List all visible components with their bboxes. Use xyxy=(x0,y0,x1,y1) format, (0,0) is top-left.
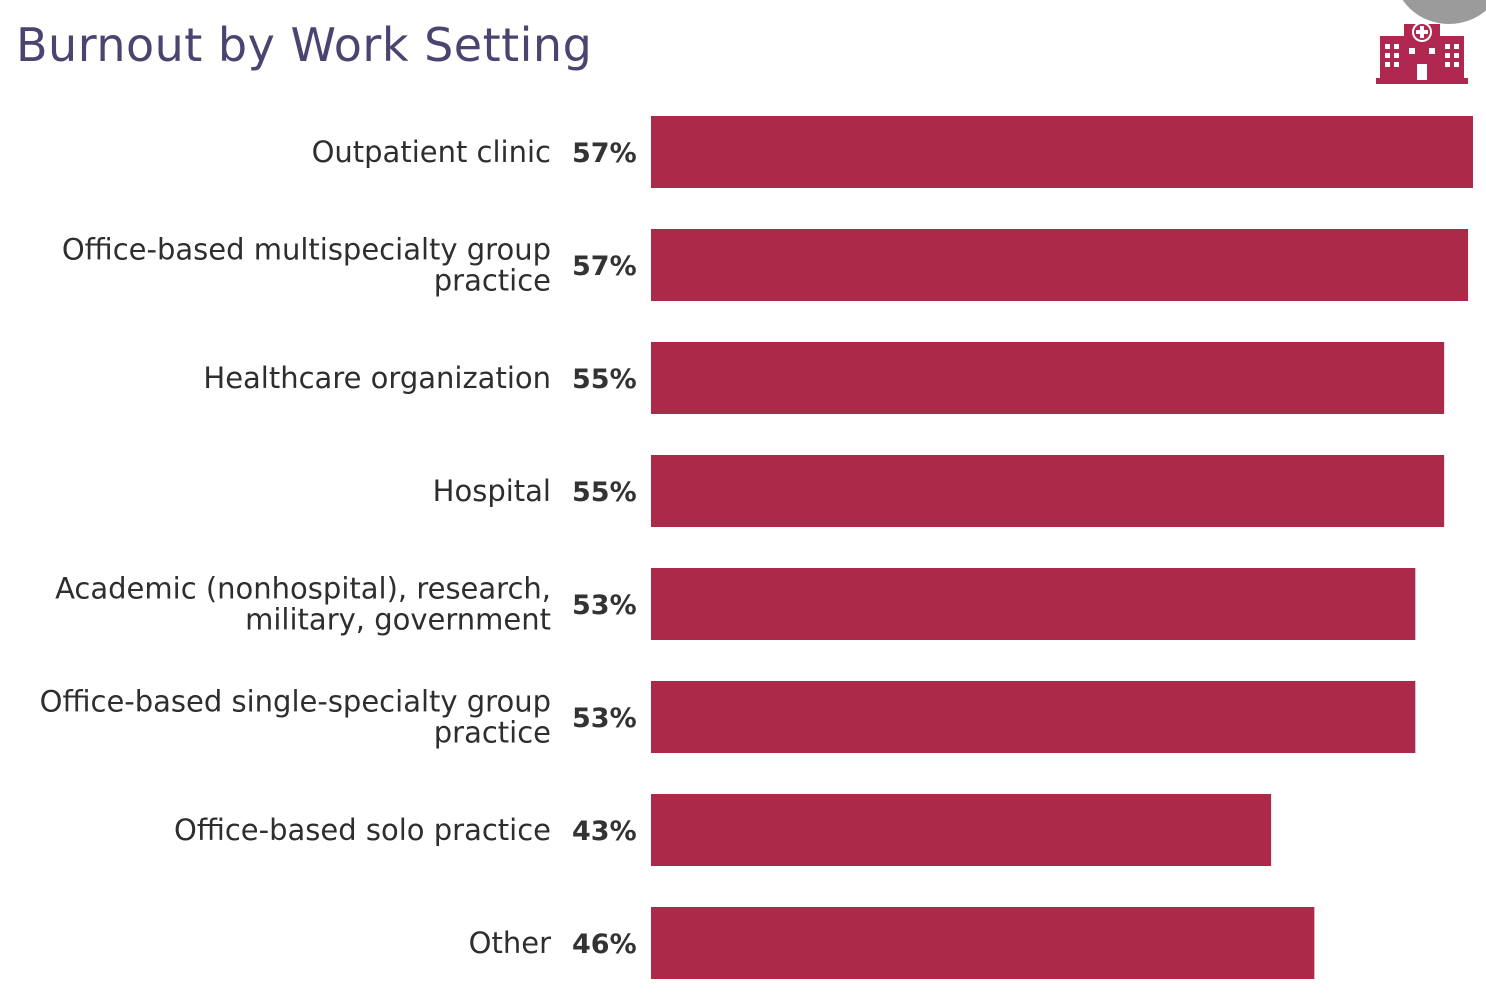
bar xyxy=(651,116,1473,188)
page-title: Burnout by Work Setting xyxy=(16,18,593,72)
category-label: Hospital xyxy=(433,474,551,508)
bar xyxy=(651,342,1445,414)
value-label: 55% xyxy=(572,477,637,508)
value-label: 53% xyxy=(572,590,637,621)
value-label: 46% xyxy=(572,929,637,960)
bar xyxy=(651,681,1416,753)
category-label-line: practice xyxy=(434,716,551,750)
category-label: Healthcare organization xyxy=(203,361,551,395)
bar xyxy=(651,568,1416,640)
category-label-line: Healthcare organization xyxy=(203,361,551,395)
category-label-line: Office-based solo practice xyxy=(174,813,551,847)
category-label: Academic (nonhospital), research, militar… xyxy=(55,572,551,637)
category-label: Outpatient clinic xyxy=(312,135,551,169)
bar xyxy=(651,907,1315,979)
category-label: Office-based solo practice xyxy=(174,813,551,847)
category-label-line: Other xyxy=(469,926,551,960)
category-label: Office-based multispecialty group practic… xyxy=(62,233,551,298)
value-label: 57% xyxy=(572,251,637,282)
value-label: 55% xyxy=(572,364,637,395)
bar xyxy=(651,794,1272,866)
category-label: Other xyxy=(469,926,551,960)
value-label: 57% xyxy=(572,138,637,169)
category-label-line: Hospital xyxy=(433,474,551,508)
category-label-line: Outpatient clinic xyxy=(312,135,551,169)
bar xyxy=(651,455,1445,527)
category-label: Office-based single-specialty group pract… xyxy=(40,685,551,750)
category-label-line: Academic (nonhospital), research, xyxy=(55,572,551,606)
bar xyxy=(651,229,1469,301)
category-label-line: Office-based multispecialty group xyxy=(62,233,551,267)
category-label-line: practice xyxy=(434,264,551,298)
category-label-line: military, government xyxy=(245,603,551,637)
hospital-icon xyxy=(1376,22,1468,84)
value-label: 53% xyxy=(572,703,637,734)
value-label: 43% xyxy=(572,816,637,847)
category-label-line: Office-based single-specialty group xyxy=(40,685,551,719)
